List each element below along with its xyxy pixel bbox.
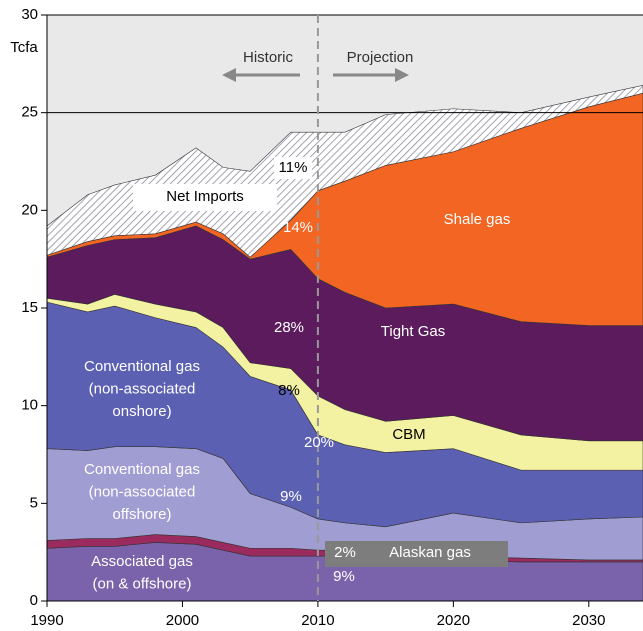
annotation: 2% bbox=[334, 544, 356, 561]
x-tick-label: 2030 bbox=[572, 612, 605, 629]
label-box bbox=[355, 541, 508, 567]
series-label: (non-associated bbox=[89, 483, 196, 500]
series-label: Alaskan gas bbox=[389, 544, 471, 561]
y-tick-label: 0 bbox=[30, 592, 38, 609]
annotation: Historic bbox=[243, 49, 294, 66]
series-label: Conventional gas bbox=[84, 358, 200, 375]
series-label: onshore) bbox=[112, 403, 171, 420]
x-tick-label: 2000 bbox=[166, 612, 199, 629]
annotation: Projection bbox=[347, 49, 414, 66]
annotation: 14% bbox=[283, 219, 313, 236]
series-label: (on & offshore) bbox=[93, 575, 192, 592]
annotation-box bbox=[274, 157, 312, 179]
annotation: 11% bbox=[279, 159, 308, 176]
arrow-head bbox=[395, 68, 409, 82]
series-label: Shale gas bbox=[444, 211, 511, 228]
annotation: 20% bbox=[304, 434, 334, 451]
series-label: Associated gas bbox=[91, 553, 193, 570]
label-box bbox=[133, 184, 277, 211]
x-tick-label: 2020 bbox=[437, 612, 470, 629]
area bbox=[46, 85, 643, 258]
series-label: CBM bbox=[392, 426, 425, 443]
y-axis-label: Tcfa bbox=[10, 39, 38, 56]
annotation: 9% bbox=[333, 568, 355, 585]
y-tick-label: 30 bbox=[21, 6, 38, 23]
series-label: Conventional gas bbox=[84, 461, 200, 478]
series-label: (non-associated bbox=[89, 380, 196, 397]
series-label: offshore) bbox=[113, 506, 172, 523]
x-tick-label: 1990 bbox=[30, 612, 63, 629]
y-tick-label: 5 bbox=[30, 494, 38, 511]
y-tick-label: 20 bbox=[21, 201, 38, 218]
annotation: 9% bbox=[280, 488, 302, 505]
annotation: 8% bbox=[278, 382, 300, 399]
annotation-box bbox=[325, 541, 365, 567]
y-tick-label: 25 bbox=[21, 104, 38, 121]
series-label: Tight Gas bbox=[381, 323, 445, 340]
y-tick-label: 15 bbox=[21, 299, 38, 316]
arrow-head bbox=[222, 68, 236, 82]
series-label: Net Imports bbox=[166, 188, 244, 205]
annotation: 28% bbox=[274, 319, 304, 336]
x-tick-label: 2010 bbox=[301, 612, 334, 629]
y-tick-label: 10 bbox=[21, 397, 38, 414]
